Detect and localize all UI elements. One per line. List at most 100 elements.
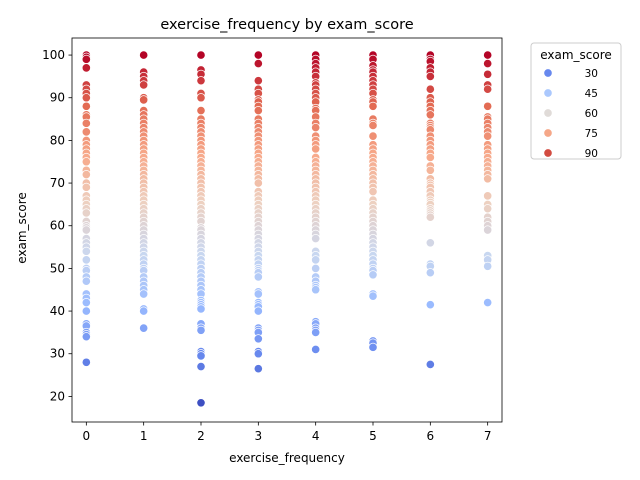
data-point (81, 157, 91, 167)
data-point (483, 261, 493, 271)
data-point (81, 246, 91, 256)
data-point (311, 285, 321, 295)
data-point (253, 76, 263, 86)
legend-marker (543, 148, 553, 158)
data-point (425, 268, 435, 278)
data-point (81, 54, 91, 64)
data-point (253, 349, 263, 359)
data-point (483, 69, 493, 79)
data-point (81, 208, 91, 218)
data-point (81, 63, 91, 73)
chart-title: exercise_frequency by exam_score (160, 17, 413, 33)
data-point (139, 50, 149, 60)
data-point (368, 187, 378, 197)
data-point (311, 255, 321, 265)
y-axis-label: exam_score (15, 192, 29, 264)
data-point (483, 101, 493, 111)
data-point (81, 118, 91, 128)
data-point (368, 101, 378, 111)
data-point (139, 323, 149, 333)
x-tick-label: 1 (140, 429, 148, 443)
legend-label: 75 (585, 128, 598, 140)
data-point (425, 152, 435, 163)
data-point (425, 84, 435, 94)
data-point (196, 76, 206, 86)
data-point (196, 325, 206, 335)
data-point (81, 297, 91, 308)
x-tick-label: 7 (484, 429, 492, 443)
data-point (81, 93, 91, 103)
data-point (81, 276, 91, 286)
legend-frame (530, 42, 622, 160)
legend-marker (543, 128, 553, 138)
y-tick-label: 100 (42, 48, 65, 62)
legend-marker (543, 88, 553, 98)
data-point (253, 105, 263, 116)
data-point (311, 144, 321, 154)
data-point (425, 212, 435, 222)
legend-label: 45 (585, 88, 598, 100)
x-axis-label: exercise_frequency (229, 451, 345, 465)
y-tick-label: 60 (50, 219, 65, 233)
data-point (253, 289, 263, 299)
data-point (425, 110, 435, 120)
x-tick-label: 3 (255, 429, 263, 443)
data-point (196, 93, 206, 103)
data-point (483, 174, 493, 184)
y-tick-label: 70 (50, 176, 65, 190)
data-point (253, 59, 263, 69)
data-point (253, 178, 263, 188)
data-point (196, 351, 206, 361)
data-point (311, 123, 321, 133)
data-point (368, 131, 378, 141)
legend-label: 30 (585, 68, 598, 80)
data-point (253, 334, 263, 344)
legend: exam_score 30 45 60 75 90 (530, 42, 622, 160)
data-point (368, 291, 378, 301)
legend-marker (543, 68, 553, 78)
data-point (368, 270, 378, 280)
data-point (81, 182, 91, 192)
data-point (196, 398, 206, 408)
data-point (196, 50, 206, 60)
data-point (139, 80, 149, 90)
data-point (368, 120, 378, 131)
data-point (425, 71, 435, 81)
x-tick-label: 4 (312, 429, 320, 443)
data-point (253, 272, 263, 282)
data-point (81, 306, 91, 316)
data-point (253, 306, 263, 316)
data-point (253, 364, 263, 374)
data-point (483, 50, 493, 60)
y-tick-label: 90 (50, 91, 65, 105)
y-tick-label: 20 (50, 389, 65, 403)
data-point (425, 300, 435, 310)
legend-items: 30 45 60 75 90 (543, 68, 598, 160)
data-point (139, 306, 149, 316)
legend-label: 60 (585, 108, 598, 120)
data-point (425, 238, 435, 248)
data-point (81, 127, 91, 137)
legend-title: exam_score (540, 48, 612, 62)
data-point (311, 344, 321, 355)
y-tick-label: 40 (50, 304, 65, 318)
data-point (196, 105, 206, 116)
x-tick-label: 2 (197, 429, 205, 443)
data-point (483, 131, 493, 141)
x-tick-label: 5 (369, 429, 377, 443)
plot-frame (71, 37, 503, 423)
points-layer (81, 50, 493, 408)
data-point (483, 59, 493, 69)
data-point (483, 191, 493, 201)
legend-label: 90 (585, 148, 598, 160)
data-point (311, 327, 321, 337)
data-point (368, 342, 378, 352)
axes: 0 1 2 3 4 5 6 7 20 30 40 50 60 70 80 90 100 (42, 37, 503, 443)
data-point (425, 359, 435, 369)
data-point (139, 289, 149, 299)
x-tick-label: 6 (427, 429, 435, 443)
data-point (483, 84, 493, 94)
y-tick-label: 50 (50, 261, 65, 275)
data-point (311, 233, 321, 244)
